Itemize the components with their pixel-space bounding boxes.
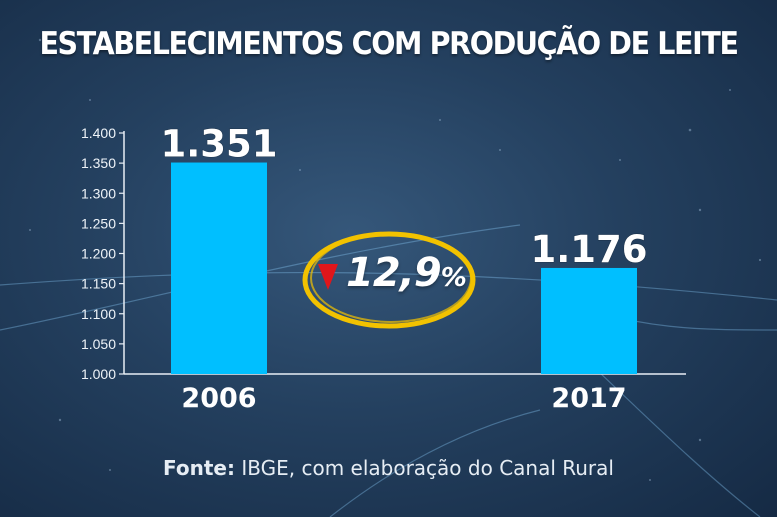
data-label: 1.176 <box>530 228 647 271</box>
y-tick-label: 1.350 <box>81 155 116 171</box>
y-tick-label: 1.200 <box>81 246 116 262</box>
y-tick-label: 1.100 <box>81 306 116 322</box>
y-tick-label: 1.050 <box>81 336 116 352</box>
x-tick-label: 2006 <box>181 383 256 414</box>
chart-title: ESTABELECIMENTOS COM PRODUÇÃO DE LEITE <box>39 26 738 62</box>
y-tick-label: 1.400 <box>81 125 116 141</box>
down-arrow-icon <box>318 264 338 290</box>
y-tick-label: 1.150 <box>81 276 116 292</box>
source-text: IBGE, com elaboração do Canal Rural <box>234 456 614 480</box>
y-tick-label: 1.300 <box>81 185 116 201</box>
data-label: 1.351 <box>160 123 277 166</box>
change-percentage: 12,9% <box>346 250 467 296</box>
x-tick-label: 2017 <box>551 383 626 414</box>
source-note: Fonte: IBGE, com elaboração do Canal Rur… <box>0 456 777 480</box>
bar-2017 <box>541 267 637 374</box>
y-tick-label: 1.000 <box>81 366 116 382</box>
change-highlight-ring <box>302 231 476 329</box>
change-unit: % <box>440 263 467 293</box>
y-tick-label: 1.250 <box>81 215 116 231</box>
bar-2006 <box>171 162 267 374</box>
change-value: 12,9 <box>346 250 442 296</box>
source-label: Fonte: <box>163 456 235 480</box>
